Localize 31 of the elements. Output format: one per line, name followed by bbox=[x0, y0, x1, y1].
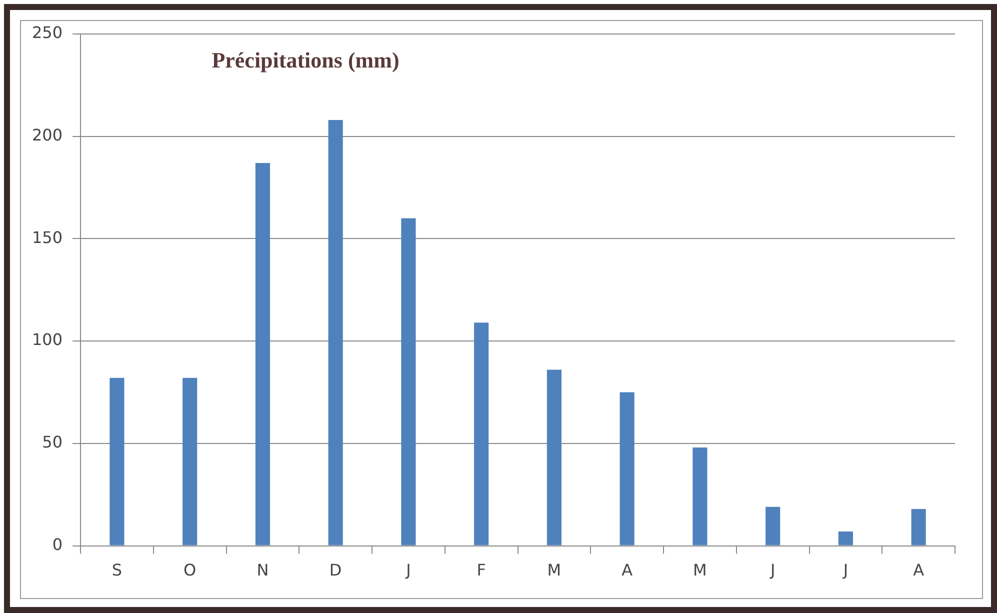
y-tick-label: 200 bbox=[32, 126, 63, 145]
x-tick-label: M bbox=[693, 560, 707, 580]
y-tick-label: 250 bbox=[32, 23, 63, 42]
text: Précipitations (mm) bbox=[212, 48, 400, 73]
y-tick-label: 100 bbox=[32, 330, 63, 350]
x-tick-label: M bbox=[547, 560, 562, 580]
bar bbox=[255, 162, 270, 546]
x-tick-label: F bbox=[476, 560, 486, 580]
x-tick-label: J bbox=[842, 560, 848, 580]
x-tick-label: S bbox=[112, 560, 122, 580]
x-tick-label: N bbox=[256, 560, 269, 580]
bar bbox=[692, 448, 708, 546]
x-tick-label: O bbox=[184, 560, 196, 580]
bar bbox=[110, 378, 124, 546]
y-tick-label: 0 bbox=[52, 534, 63, 554]
bar bbox=[620, 392, 634, 546]
x-tick-label: D bbox=[329, 560, 342, 580]
y-tick-label: 50 bbox=[42, 432, 63, 452]
x-tick-label: A bbox=[913, 560, 924, 580]
bar bbox=[546, 370, 562, 546]
bar bbox=[401, 218, 416, 546]
x-tick-label: J bbox=[769, 560, 776, 580]
bar bbox=[911, 508, 926, 546]
bar bbox=[182, 378, 198, 546]
bar bbox=[474, 322, 489, 546]
x-tick-label: J bbox=[405, 560, 411, 580]
bar bbox=[838, 531, 853, 546]
bar bbox=[766, 506, 780, 546]
bar bbox=[328, 120, 343, 546]
x-tick-label: A bbox=[622, 560, 633, 580]
y-tick-label: 150 bbox=[32, 228, 63, 247]
